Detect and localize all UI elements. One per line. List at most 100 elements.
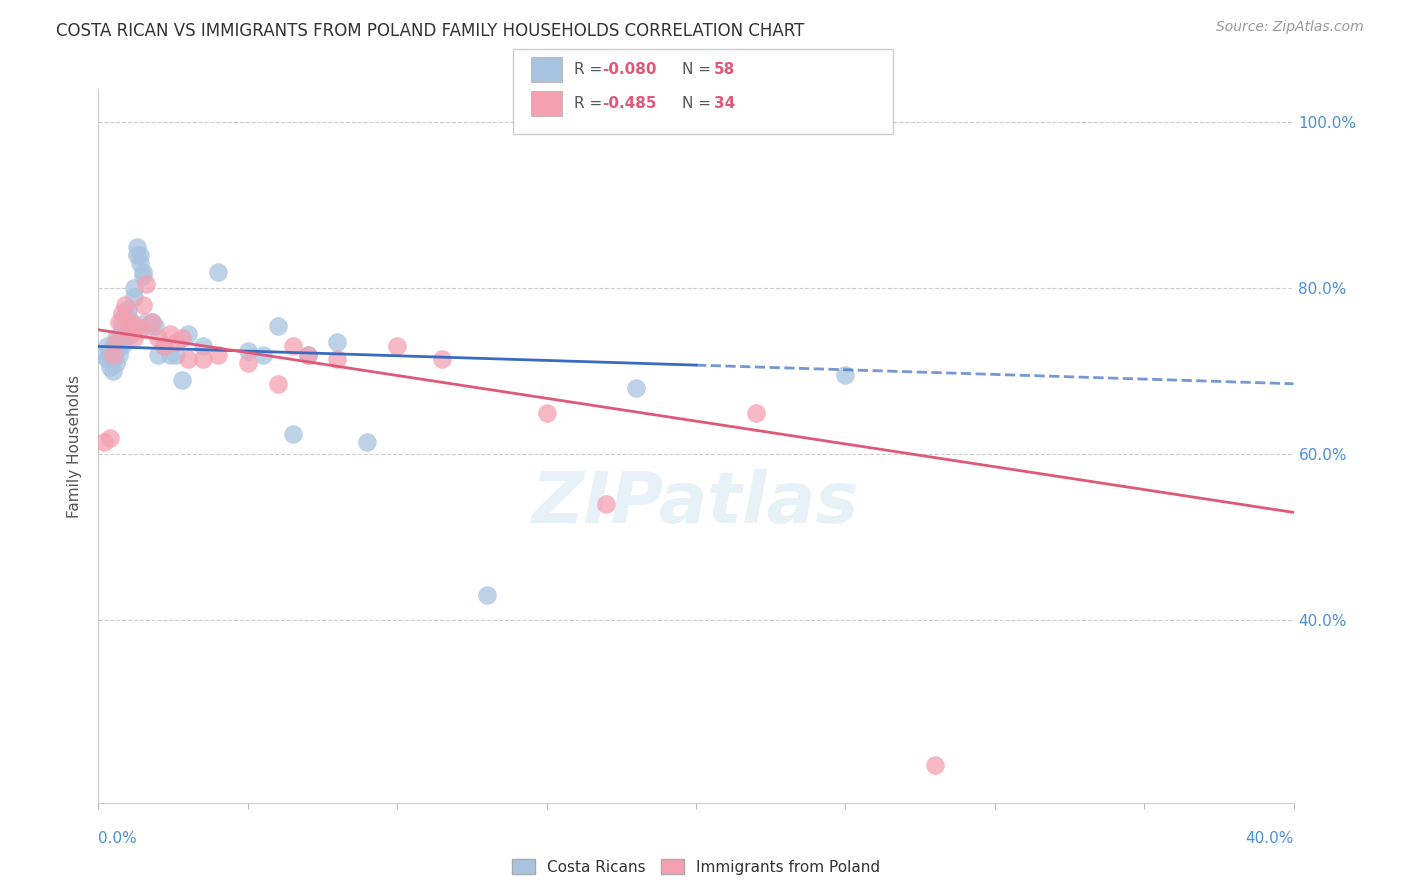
Point <box>124 290 146 304</box>
Text: 0.0%: 0.0% <box>98 831 138 846</box>
Point <box>191 351 214 366</box>
Point <box>924 758 946 772</box>
Point <box>236 356 259 370</box>
Point <box>207 265 229 279</box>
Text: 40.0%: 40.0% <box>1246 831 1294 846</box>
Point <box>326 335 349 350</box>
Point <box>595 497 617 511</box>
Text: 58: 58 <box>714 62 735 78</box>
Point <box>148 331 170 345</box>
Point <box>143 318 166 333</box>
Point <box>100 360 122 375</box>
Point <box>129 256 152 270</box>
Point <box>93 348 115 362</box>
Point <box>172 373 194 387</box>
Point <box>103 348 125 362</box>
Text: COSTA RICAN VS IMMIGRANTS FROM POLAND FAMILY HOUSEHOLDS CORRELATION CHART: COSTA RICAN VS IMMIGRANTS FROM POLAND FA… <box>56 22 804 40</box>
Point <box>103 364 125 378</box>
Point <box>120 314 142 328</box>
Point <box>124 331 146 345</box>
Point <box>105 356 128 370</box>
Point <box>267 318 290 333</box>
Point <box>135 277 157 292</box>
Point <box>129 323 152 337</box>
Text: R =: R = <box>574 95 607 111</box>
Point <box>108 314 131 328</box>
Point <box>153 339 176 353</box>
Text: 34: 34 <box>714 95 735 111</box>
Point <box>117 323 139 337</box>
Point <box>124 281 146 295</box>
Point <box>127 248 149 262</box>
Point <box>129 248 152 262</box>
Point <box>165 348 187 362</box>
Point <box>114 314 136 328</box>
Point <box>117 318 139 333</box>
Point <box>111 323 134 337</box>
Point <box>117 310 139 325</box>
Legend: Costa Ricans, Immigrants from Poland: Costa Ricans, Immigrants from Poland <box>506 853 886 880</box>
Point <box>385 339 409 353</box>
Point <box>165 335 187 350</box>
Point <box>177 351 200 366</box>
Point <box>536 406 558 420</box>
Text: -0.485: -0.485 <box>602 95 657 111</box>
Point <box>207 348 229 362</box>
Text: R =: R = <box>574 62 607 78</box>
Point <box>141 314 163 328</box>
Point <box>96 339 118 353</box>
Text: ZIPatlas: ZIPatlas <box>533 468 859 538</box>
Y-axis label: Family Households: Family Households <box>67 375 83 517</box>
Point <box>281 339 304 353</box>
Point <box>105 331 128 345</box>
Point <box>626 381 648 395</box>
Point <box>103 339 125 353</box>
Point <box>148 348 170 362</box>
Point <box>114 306 136 320</box>
Point <box>159 348 181 362</box>
Point <box>114 323 136 337</box>
Point <box>326 351 349 366</box>
Point <box>191 339 214 353</box>
Point <box>105 335 128 350</box>
Point <box>117 302 139 317</box>
Point <box>281 426 304 441</box>
Point <box>111 339 134 353</box>
Text: N =: N = <box>682 62 716 78</box>
Text: N =: N = <box>682 95 716 111</box>
Point <box>108 331 131 345</box>
Point <box>745 406 768 420</box>
Point <box>100 431 122 445</box>
Point <box>252 348 274 362</box>
Point <box>108 348 131 362</box>
Point <box>114 298 136 312</box>
Point <box>236 343 259 358</box>
Point <box>132 265 155 279</box>
Point <box>108 339 131 353</box>
Point <box>267 376 290 391</box>
Point <box>172 331 194 345</box>
Point <box>834 368 856 383</box>
Point <box>103 348 125 362</box>
Point <box>120 326 142 341</box>
Point <box>138 318 160 333</box>
Point <box>103 351 125 366</box>
Point <box>114 331 136 345</box>
Point <box>132 268 155 283</box>
Point <box>132 298 155 312</box>
Point <box>127 240 149 254</box>
Point <box>96 351 118 366</box>
Point <box>105 343 128 358</box>
Point <box>141 314 163 328</box>
Point <box>159 326 181 341</box>
Point <box>111 314 134 328</box>
Point <box>103 343 125 358</box>
Point <box>430 351 453 366</box>
Point <box>111 306 134 320</box>
Text: Source: ZipAtlas.com: Source: ZipAtlas.com <box>1216 20 1364 34</box>
Point <box>356 434 378 449</box>
Point <box>297 348 319 362</box>
Point <box>177 326 200 341</box>
Point <box>153 339 176 353</box>
Point <box>120 314 142 328</box>
